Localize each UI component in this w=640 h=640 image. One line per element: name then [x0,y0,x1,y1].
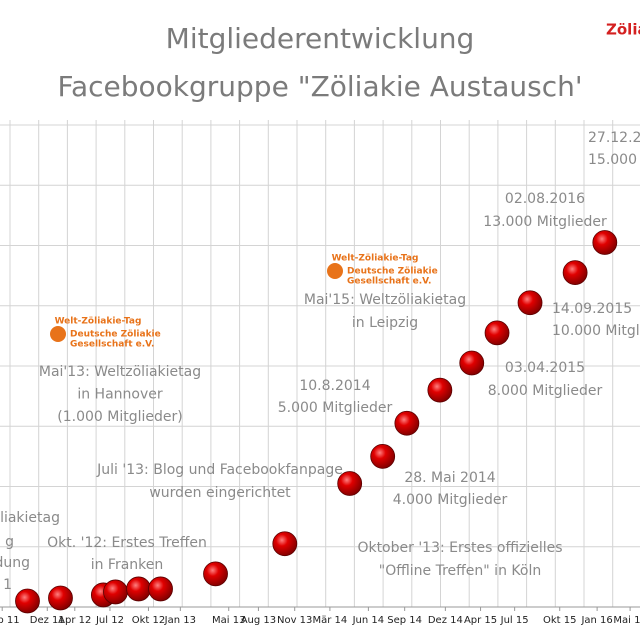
annotation: 27.12.2016 [588,130,640,146]
annotation: 02.08.2016 [505,191,585,207]
data-point [394,410,420,436]
logo-text: Deutsche Zöliakie [70,330,161,340]
x-tick-label: Aug 13 [241,615,276,626]
chart-subtitle: Facebookgruppe "Zöliakie Austausch' [57,70,582,103]
chart-title: Mitgliederentwicklung [166,22,475,55]
annotation: 4.000 Mitglieder [393,492,508,508]
x-tick-label: Jan 16 [580,615,612,626]
x-tick-label: Jul 12 [95,615,124,626]
annotation: Okt. '12: Erstes Treffen [47,535,207,551]
data-point [103,579,128,605]
annotation: in Leipzig [352,315,418,331]
x-tick-label: Jul 15 [500,615,529,626]
x-tick-label: Mai 13 [212,615,245,626]
logo-text: Welt-Zöliakie-Tag [332,254,419,264]
annotation: Oktober '13: Erstes offizielles [357,540,562,556]
annotation: Juli '13: Blog und Facebookfanpage [96,462,343,478]
data-point [48,585,73,611]
x-tick-label: Apr 12 [58,615,91,626]
x-tick-label: Sep 11 [0,615,20,626]
annotation: 1 [3,577,12,593]
annotation: 13.000 Mitglieder [483,214,607,230]
annotation: 15.000 Mitglieder [588,152,640,168]
x-tick-label: Sep 14 [387,615,422,626]
data-point [337,471,363,496]
annotation: 5.000 Mitglieder [278,400,393,416]
x-tick-label: Mai 16 [613,615,640,626]
data-point [484,320,510,346]
x-tick-label: Okt 12 [132,615,166,626]
data-point [148,576,173,602]
logo-text: Deutsche Zöliakie [347,267,438,277]
x-tick-label: Nov 13 [277,615,312,626]
x-tick-label: Jun 14 [352,615,385,626]
annotation: 03.04.2015 [505,360,585,376]
x-tick-label: Apr 15 [464,615,497,626]
annotation: "Offline Treffen" in Köln [379,563,541,579]
data-point [15,588,40,614]
data-point [427,377,453,403]
x-tick-label: Jan 13 [164,615,196,626]
annotation: 14.09.2015 [552,301,632,317]
data-point [126,576,151,602]
annotation: 8.000 Mitglieder [488,383,603,399]
data-point [592,230,618,255]
annotation: in Franken [91,557,164,573]
data-point [272,531,298,557]
data-point [370,443,396,469]
annotation: liakietag [0,510,60,526]
x-tick-label: Dez 11 [30,615,65,626]
annotation: 10.8.2014 [299,378,370,394]
logo-text: Gesellschaft e.V. [347,277,431,287]
annotation: Mai'13: Weltzöliakietag [39,364,201,380]
annotation: 28. Mai 2014 [404,470,495,486]
logo-text: Gesellschaft e.V. [70,340,154,350]
annotation: g [5,534,14,550]
annotation: in Hannover [77,387,163,403]
logo-icon [327,263,343,279]
logo-icon [50,326,66,342]
data-point [562,260,588,286]
data-point [517,290,543,316]
brand-logo: Zöliakie [606,21,640,39]
annotation: Mai'15: Weltzöliakietag [304,292,466,308]
x-tick-label: Mär 14 [313,615,348,626]
x-tick-label: Dez 14 [428,615,463,626]
data-point [203,561,228,587]
data-point [459,350,485,376]
annotation: (1.000 Mitglieder) [57,409,182,425]
annotation: wurden eingerichtet [149,485,291,501]
logo-text: Welt-Zöliakie-Tag [55,317,142,327]
x-tick-label: Okt 15 [543,615,577,626]
annotation: dung [0,555,30,571]
annotation: 10.000 Mitglieder [552,323,640,339]
